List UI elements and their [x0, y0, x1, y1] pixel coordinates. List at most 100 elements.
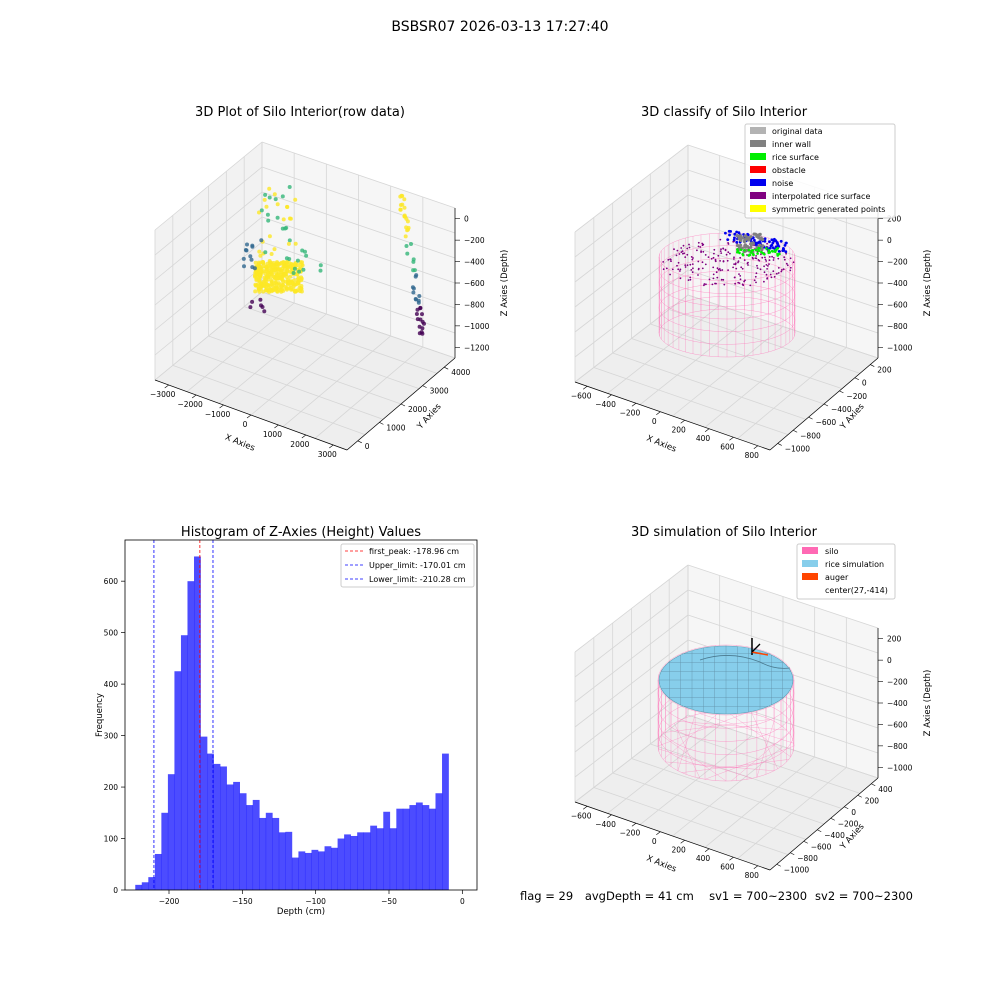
interpolated-point	[766, 268, 768, 270]
data-point	[279, 275, 284, 280]
histogram-bar	[154, 853, 162, 890]
data-point	[275, 273, 280, 278]
interpolated-point	[747, 264, 749, 266]
interpolated-point	[775, 272, 778, 275]
x-tick	[704, 428, 710, 432]
interpolated-point	[689, 278, 692, 281]
legend-label: center(27,-414)	[825, 586, 888, 595]
interpolated-point	[766, 242, 768, 245]
histogram-bar	[311, 849, 319, 890]
data-point	[258, 269, 263, 274]
histogram-title: Histogram of Z-Axies (Height) Values	[181, 525, 421, 540]
interpolated-point	[678, 253, 681, 255]
interpolated-point	[777, 257, 780, 260]
histogram-bar	[278, 832, 286, 890]
silo-floor-line	[681, 759, 789, 773]
y-tick-label: −600	[816, 418, 837, 427]
data-point	[259, 260, 264, 265]
interpolated-point	[773, 275, 776, 278]
interpolated-point	[701, 267, 704, 270]
histogram-bar	[435, 793, 443, 890]
histogram-bar	[389, 828, 397, 890]
data-point	[420, 331, 425, 336]
y-tick	[379, 422, 384, 425]
data-point	[413, 297, 418, 301]
x-tick	[583, 386, 588, 390]
interpolated-point	[746, 254, 748, 256]
inner-wall-point	[743, 243, 747, 247]
z-tick-label: −200	[887, 678, 908, 687]
noise-point	[769, 244, 773, 248]
interpolated-point	[783, 256, 786, 259]
data-point	[283, 226, 288, 231]
x-tick	[729, 437, 734, 441]
z-axis-label: Z Axies (Depth)	[923, 670, 933, 737]
noise-point	[777, 250, 781, 253]
legend-label: auger	[825, 573, 849, 582]
interpolated-point	[686, 247, 689, 250]
y-tick	[830, 817, 835, 821]
x-tick-label: −200	[620, 408, 641, 417]
data-point	[287, 281, 292, 286]
interpolated-point	[714, 260, 717, 263]
x-axis-line	[574, 381, 771, 451]
interpolated-point	[688, 246, 691, 249]
y-tick-label: 200	[104, 783, 119, 792]
data-point	[292, 266, 297, 271]
data-point	[403, 214, 407, 219]
interpolated-point	[704, 254, 707, 256]
noise-point	[727, 229, 731, 233]
data-point	[258, 265, 263, 270]
histogram-bar	[363, 832, 371, 890]
interpolated-point	[777, 272, 780, 274]
interpolated-point	[715, 282, 717, 285]
interpolated-point	[727, 269, 729, 271]
simulation-legend-box	[796, 543, 896, 600]
y-axis-label: Frequency	[95, 693, 105, 737]
histogram-bar	[344, 834, 351, 890]
x-axis-label: X Axies	[645, 854, 678, 875]
data-point	[294, 272, 299, 277]
interpolated-point	[756, 267, 759, 269]
x-tick-label: −2000	[177, 400, 203, 409]
histogram-bar	[298, 851, 306, 890]
z-tick-label: −200	[464, 236, 485, 245]
x-tick-label: 400	[696, 434, 711, 443]
data-point	[299, 278, 304, 283]
data-point	[264, 204, 269, 209]
z-tick-label: 0	[887, 236, 892, 245]
y-tick-label: 0	[862, 379, 867, 388]
x-tick-label: −400	[595, 400, 616, 409]
data-point	[318, 268, 323, 273]
legend-label: Lower_limit: -210.28 cm	[369, 575, 466, 584]
inner-wall-point	[740, 236, 744, 240]
z-tick-label: −1200	[464, 343, 490, 352]
interpolated-point	[754, 257, 757, 259]
interpolated-point	[690, 269, 693, 271]
page-title: BSBSR07 2026-03-13 17:27:40	[391, 19, 608, 35]
noise-point	[735, 240, 739, 244]
legend-label: first_peak: -178.96 cm	[369, 547, 459, 556]
data-point	[257, 249, 262, 254]
data-point	[300, 248, 305, 253]
y-tick-label: 300	[104, 732, 119, 741]
y-tick	[871, 783, 876, 787]
x-axis-label: X Axies	[645, 434, 678, 455]
interpolated-point	[763, 271, 766, 274]
data-point	[264, 274, 269, 279]
silo-floor-line	[663, 719, 771, 733]
data-point	[267, 259, 272, 263]
raw-3d-plot: −3000−2000−10000100020003000010002000300…	[150, 141, 510, 459]
x-tick-label: 800	[745, 451, 760, 460]
interpolated-point	[734, 282, 736, 285]
histogram-bar	[259, 817, 267, 890]
data-point	[257, 279, 262, 284]
data-point	[268, 275, 273, 280]
interpolated-point	[735, 267, 738, 270]
noise-point	[768, 240, 771, 244]
data-point	[267, 234, 272, 239]
data-point	[266, 218, 271, 223]
y-tick	[793, 430, 798, 433]
histogram-bar	[233, 781, 240, 890]
inner-wall-point	[735, 234, 739, 238]
